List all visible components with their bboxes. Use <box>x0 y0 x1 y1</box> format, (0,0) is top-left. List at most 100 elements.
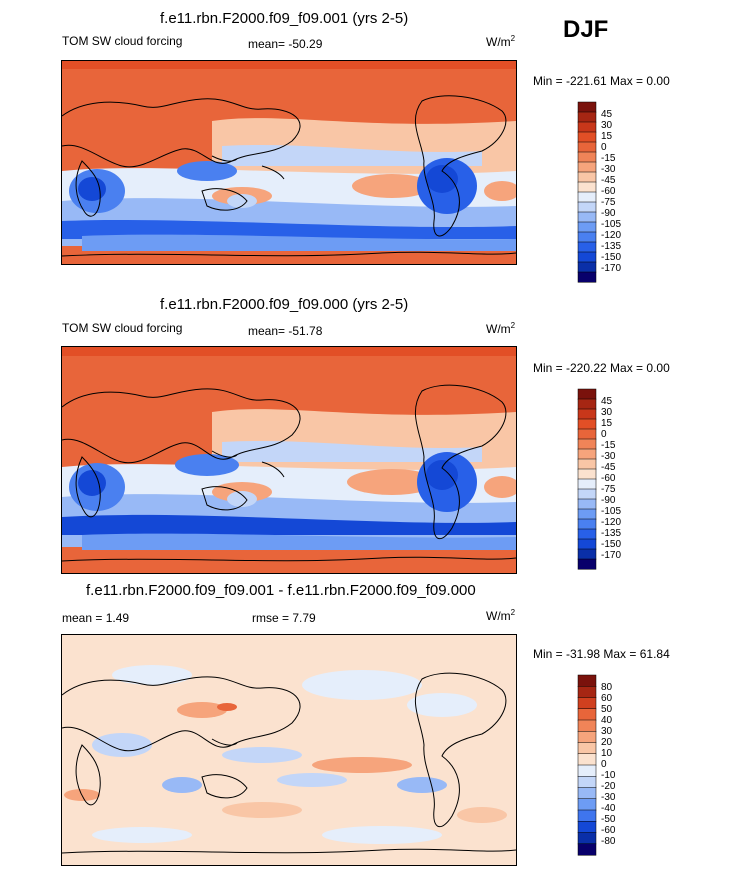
cb1-label-12: -135 <box>601 241 621 252</box>
cb3-swatch-5 <box>577 731 597 744</box>
cb3-swatch-7 <box>577 753 597 766</box>
cb3-swatch-2 <box>577 697 597 710</box>
cb2-swatch-5 <box>577 438 597 450</box>
cb2-label-11: -120 <box>601 517 621 528</box>
cb2-swatch-0 <box>577 388 597 400</box>
cb1-swatch-12 <box>577 221 597 233</box>
panel1-units: W/m2 <box>486 34 516 49</box>
cb3-swatch-8 <box>577 764 597 777</box>
cb3-swatch-6 <box>577 742 597 755</box>
cb3-swatch-10 <box>577 787 597 800</box>
cb2-swatch-15 <box>577 538 597 550</box>
panel1-variable: TOM SW cloud forcing <box>62 34 183 48</box>
panel3-title: f.e11.rbn.F2000.f09_f09.001 - f.e11.rbn.… <box>86 582 476 599</box>
cb1-label-1: 30 <box>601 120 613 131</box>
cb1-swatch-14 <box>577 241 597 253</box>
panel3-minmax: Min = -31.98 Max = 61.84 <box>533 647 670 661</box>
cb2-swatch-2 <box>577 408 597 420</box>
cb1-swatch-5 <box>577 151 597 163</box>
panel3-colorbar-labels: 80 60 50 40 30 20 10 0 -10 -20 -30 -40 -… <box>601 682 616 847</box>
cb1-label-8: -75 <box>601 197 616 208</box>
cb3-label-11: -40 <box>601 803 616 814</box>
cb1-swatch-3 <box>577 131 597 143</box>
panel1-colorbar-labels: 45 30 15 0 -15 -30 -45 -60 -75 -90 -105 … <box>601 109 621 274</box>
cb1-swatch-1 <box>577 111 597 123</box>
panel1-title: f.e11.rbn.F2000.f09_f09.001 (yrs 2-5) <box>160 10 409 27</box>
cb2-label-4: -15 <box>601 440 616 451</box>
cb1-swatch-10 <box>577 201 597 213</box>
cb3-swatch-0 <box>577 674 597 687</box>
panel2-mean: mean= -51.78 <box>248 324 323 338</box>
cb2-swatch-7 <box>577 458 597 470</box>
cb1-swatch-8 <box>577 181 597 193</box>
panel3-mean: mean = 1.49 <box>62 611 130 625</box>
cb2-swatch-12 <box>577 508 597 520</box>
panel2-colorbar: 45 30 15 0 -15 -30 -45 -60 -75 -90 -105 … <box>577 388 621 570</box>
cb1-swatch-16 <box>577 261 597 273</box>
cb1-swatch-4 <box>577 141 597 153</box>
cb2-label-6: -45 <box>601 462 616 473</box>
cb1-swatch-6 <box>577 161 597 173</box>
cb1-label-3: 0 <box>601 142 607 153</box>
cb2-label-12: -135 <box>601 528 621 539</box>
cb1-swatch-0 <box>577 101 597 113</box>
cb2-swatch-17 <box>577 558 597 570</box>
cb3-label-1: 60 <box>601 693 613 704</box>
panel2-colorbar-swatches <box>577 388 597 570</box>
cb3-label-8: -10 <box>601 770 616 781</box>
panel3-colorbar-swatches <box>577 674 597 856</box>
cb1-label-4: -15 <box>601 153 616 164</box>
panel2-variable: TOM SW cloud forcing <box>62 321 183 335</box>
panel3-colorbar: 80 60 50 40 30 20 10 0 -10 -20 -30 -40 -… <box>577 674 616 856</box>
cb2-swatch-13 <box>577 518 597 530</box>
cb2-swatch-4 <box>577 428 597 440</box>
cb1-label-14: -170 <box>601 263 621 274</box>
cb1-label-5: -30 <box>601 164 616 175</box>
panel3-map <box>61 634 517 866</box>
cb2-label-10: -105 <box>601 506 621 517</box>
cb1-label-7: -60 <box>601 186 616 197</box>
cb2-swatch-16 <box>577 548 597 560</box>
cb2-swatch-9 <box>577 478 597 490</box>
panel2-title: f.e11.rbn.F2000.f09_f09.000 (yrs 2-5) <box>160 296 409 313</box>
panel1-colorbar: 45 30 15 0 -15 -30 -45 -60 -75 -90 -105 … <box>577 101 621 283</box>
cb3-label-14: -80 <box>601 836 616 847</box>
cb3-label-6: 10 <box>601 748 613 759</box>
panel1-minmax: Min = -221.61 Max = 0.00 <box>533 74 670 88</box>
cb3-label-3: 40 <box>601 715 613 726</box>
panel3-rmse: rmse = 7.79 <box>252 611 316 625</box>
cb2-label-2: 15 <box>601 418 613 429</box>
cb1-label-10: -105 <box>601 219 621 230</box>
cb1-swatch-9 <box>577 191 597 203</box>
cb2-label-7: -60 <box>601 473 616 484</box>
cb1-swatch-2 <box>577 121 597 133</box>
cb3-label-10: -30 <box>601 792 616 803</box>
cb2-swatch-8 <box>577 468 597 480</box>
cb3-swatch-9 <box>577 776 597 789</box>
cb3-swatch-11 <box>577 798 597 811</box>
cb2-swatch-11 <box>577 498 597 510</box>
cb1-swatch-17 <box>577 271 597 283</box>
panel1-mean: mean= -50.29 <box>248 37 323 51</box>
cb1-label-13: -150 <box>601 252 621 263</box>
cb1-label-0: 45 <box>601 109 613 120</box>
cb2-swatch-6 <box>577 448 597 460</box>
cb1-swatch-15 <box>577 251 597 263</box>
cb2-label-9: -90 <box>601 495 616 506</box>
cb1-swatch-7 <box>577 171 597 183</box>
cb3-label-13: -60 <box>601 825 616 836</box>
cb2-label-0: 45 <box>601 396 613 407</box>
panel3-units: W/m2 <box>486 608 516 623</box>
season-label: DJF <box>563 16 609 43</box>
cb2-swatch-10 <box>577 488 597 500</box>
cb2-swatch-1 <box>577 398 597 410</box>
cb3-swatch-3 <box>577 708 597 721</box>
cb3-label-5: 20 <box>601 737 613 748</box>
cb3-swatch-1 <box>577 686 597 699</box>
cb3-swatch-15 <box>577 843 597 856</box>
cb2-label-5: -30 <box>601 451 616 462</box>
cb1-label-9: -90 <box>601 208 616 219</box>
cb2-label-14: -170 <box>601 550 621 561</box>
cb3-swatch-14 <box>577 832 597 845</box>
panel2-units: W/m2 <box>486 321 516 336</box>
